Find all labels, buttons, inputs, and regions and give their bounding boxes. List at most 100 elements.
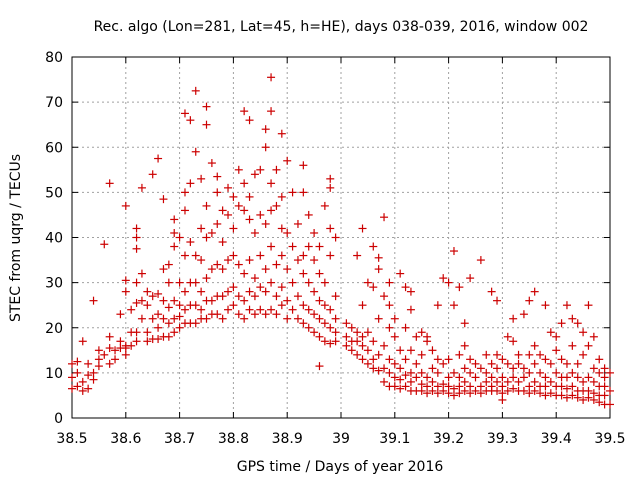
data-point — [240, 269, 249, 278]
data-point — [401, 323, 410, 332]
data-point — [589, 395, 598, 404]
data-point — [600, 364, 609, 373]
data-point — [170, 328, 179, 337]
data-point — [111, 346, 120, 355]
data-point — [197, 305, 206, 314]
y-tick-label: 30 — [45, 276, 63, 292]
data-point — [293, 292, 302, 301]
data-point — [557, 382, 566, 391]
data-point — [476, 256, 485, 265]
data-point — [541, 355, 550, 364]
data-point — [331, 328, 340, 337]
data-point — [385, 368, 394, 377]
data-point — [132, 244, 141, 253]
data-point — [509, 314, 518, 323]
data-point — [320, 201, 329, 210]
data-point — [428, 386, 437, 395]
data-point — [137, 296, 146, 305]
data-point — [94, 362, 103, 371]
data-point — [589, 389, 598, 398]
y-tick-label: 50 — [45, 185, 63, 201]
data-point — [600, 382, 609, 391]
data-point — [374, 314, 383, 323]
data-point — [460, 377, 469, 386]
data-point — [476, 364, 485, 373]
data-point — [304, 242, 313, 251]
data-point — [541, 301, 550, 310]
data-point — [164, 319, 173, 328]
data-point — [175, 323, 184, 332]
data-point — [68, 384, 76, 393]
data-point — [471, 386, 480, 395]
data-point — [299, 319, 308, 328]
data-point — [482, 368, 491, 377]
data-point — [546, 377, 555, 386]
data-point — [428, 346, 437, 355]
data-point — [100, 240, 109, 249]
data-point — [250, 274, 259, 283]
data-point — [213, 260, 222, 269]
data-point — [105, 344, 114, 353]
data-point — [342, 319, 351, 328]
data-point — [170, 314, 179, 323]
data-point — [546, 359, 555, 368]
data-point — [202, 102, 211, 111]
data-point — [326, 224, 335, 233]
data-point — [476, 382, 485, 391]
data-point — [562, 373, 571, 382]
data-point — [439, 386, 448, 395]
grid-lines — [72, 57, 610, 418]
data-point — [503, 332, 512, 341]
data-point — [277, 192, 286, 201]
data-point — [288, 305, 297, 314]
data-point — [197, 174, 206, 183]
data-point — [186, 238, 195, 247]
data-point — [310, 287, 319, 296]
data-point — [331, 337, 340, 346]
data-point — [164, 332, 173, 341]
data-point — [175, 278, 184, 287]
data-point — [525, 389, 534, 398]
x-tick-label: 39.1 — [379, 431, 410, 447]
data-point — [288, 278, 297, 287]
data-point — [449, 368, 458, 377]
data-point — [326, 183, 335, 192]
data-point — [68, 359, 76, 368]
data-point — [137, 183, 146, 192]
data-point — [121, 201, 130, 210]
data-point — [261, 125, 270, 134]
data-point — [433, 355, 442, 364]
data-point — [342, 341, 351, 350]
data-point — [159, 265, 168, 274]
data-point — [277, 251, 286, 260]
data-point — [202, 201, 211, 210]
data-point — [385, 355, 394, 364]
data-point — [89, 375, 98, 384]
data-point — [460, 341, 469, 350]
data-point — [320, 278, 329, 287]
data-point — [541, 373, 550, 382]
data-point — [229, 224, 238, 233]
axes: 38.5 38.6 38.7 38.8 38.9 39 39.1 39.2 39.3 39.4 39… — [45, 50, 625, 447]
data-point — [530, 359, 539, 368]
data-point — [595, 368, 604, 377]
data-point — [396, 346, 405, 355]
data-point — [600, 391, 609, 400]
data-point — [595, 355, 604, 364]
data-point — [444, 355, 453, 364]
data-point — [111, 355, 120, 364]
data-point — [283, 296, 292, 305]
data-point — [466, 368, 475, 377]
data-point — [224, 287, 233, 296]
data-point — [191, 86, 200, 95]
x-tick-label: 39.4 — [541, 431, 572, 447]
data-point — [353, 337, 362, 346]
data-point — [519, 364, 528, 373]
data-point — [369, 242, 378, 251]
data-point — [73, 357, 82, 366]
data-point — [562, 384, 571, 393]
data-point — [380, 364, 389, 373]
data-point — [132, 298, 141, 307]
data-point — [73, 368, 82, 377]
